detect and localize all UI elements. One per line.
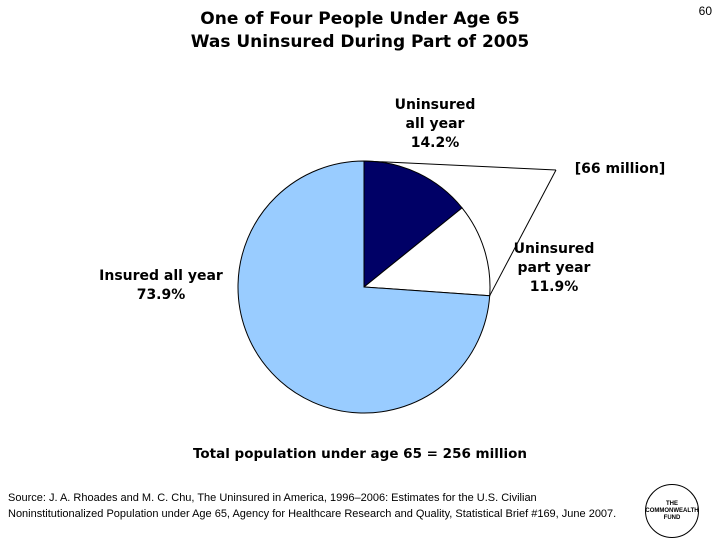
slice-label-line: Uninsured <box>394 97 476 113</box>
slice-label-line: Insured all year <box>99 268 223 284</box>
total-population-label: Total population under age 65 = 256 mill… <box>192 446 528 462</box>
logo-line: FUND <box>663 514 681 521</box>
chart-title: One of Four People Under Age 65 Was Unin… <box>150 8 570 54</box>
slice-value-label: 14.2% <box>410 135 460 151</box>
slice-label-line: all year <box>405 116 465 132</box>
pie-slice-insured-all-year <box>237 160 491 414</box>
pie-slice-uninsured-part-year <box>362 207 491 297</box>
slice-value-label: 73.9% <box>136 287 186 303</box>
slice-label-uninsured-part-year: Uninsured part year 11.9% <box>494 240 614 297</box>
commonwealth-fund-logo: THE COMMONWEALTH FUND <box>645 484 699 538</box>
slice-label-line: part year <box>517 260 591 276</box>
page-number: 60 <box>698 4 712 18</box>
slice-label-line: Uninsured <box>513 241 595 257</box>
chart-title-line-1: One of Four People Under Age 65 <box>200 9 520 29</box>
callout-line-bottom <box>489 169 557 296</box>
slice-label-insured-all-year: Insured all year 73.9% <box>80 267 242 305</box>
callout-label: [66 million] <box>574 161 666 177</box>
callout-line-top <box>363 160 557 171</box>
slice-value-label: 11.9% <box>529 279 579 295</box>
logo-line: COMMONWEALTH <box>645 507 699 514</box>
logo-line: THE <box>666 500 678 507</box>
chart-title-line-2: Was Uninsured During Part of 2005 <box>190 32 530 52</box>
source-citation: Source: J. A. Rhoades and M. C. Chu, The… <box>8 492 617 520</box>
slice-label-uninsured-all-year: Uninsured all year 14.2% <box>370 96 500 153</box>
